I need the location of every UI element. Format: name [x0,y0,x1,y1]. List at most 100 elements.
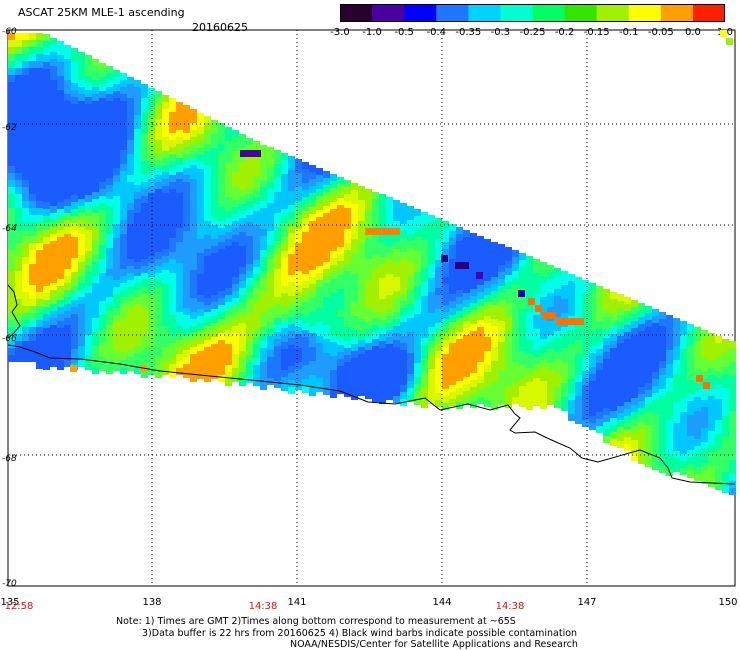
wind-cell [85,83,92,90]
wind-cell [533,280,540,287]
wind-cell [652,463,659,470]
wind-cell [169,322,176,329]
wind-cell [652,372,659,379]
wind-cell [351,239,358,246]
wind-cell [190,326,197,333]
wind-cell [218,249,225,256]
wind-cell [57,132,64,139]
wind-cell [288,359,295,366]
wind-cell [610,383,617,390]
wind-cell [365,343,372,350]
wind-cell [631,454,638,461]
wind-cell [547,286,554,293]
wind-cell [414,237,421,244]
wind-cell [113,147,120,154]
wind-cell [43,279,50,286]
wind-cell [120,227,127,234]
wind-cell [85,111,92,118]
wind-cell [302,197,309,204]
wind-cell [64,241,71,248]
wind-cell [218,263,225,270]
wind-cell [57,90,64,97]
wind-cell [358,368,365,375]
wind-cell [442,221,449,228]
wind-cell [36,96,43,103]
wind-cell [309,382,316,389]
wind-cell [169,105,176,112]
wind-cell [477,362,484,369]
wind-cell [652,316,659,323]
wind-cell [29,250,36,257]
wind-cell [316,182,323,189]
wind-cell [190,207,197,214]
wind-cell [603,429,610,436]
wind-cell [239,365,246,372]
wind-cell [246,341,253,348]
wind-cell [15,40,22,47]
wind-cell [449,385,456,392]
wind-cell [71,223,78,230]
wind-cell [309,235,316,242]
wind-cell [92,157,99,164]
wind-cell [295,222,302,229]
wind-cell [176,242,183,249]
wind-cell [484,372,491,379]
wind-cell [358,214,365,221]
wind-cell [589,346,596,353]
wind-cell [323,353,330,360]
wind-cell [15,278,22,285]
wind-cell [673,339,680,346]
wind-cell [113,175,120,182]
wind-cell [267,350,274,357]
colorbar-segment [692,4,725,22]
wind-cell [400,329,407,336]
wind-cell [512,257,519,264]
wind-cell [36,236,43,243]
wind-cell [393,242,400,249]
wind-cell [400,238,407,245]
wind-cell [197,190,204,197]
wind-cell [449,364,456,371]
wind-cell [113,301,120,308]
wind-cell [162,249,169,256]
wind-cell [211,274,218,281]
wind-cell [134,276,141,283]
wind-cell [372,346,379,353]
wind-cell [8,82,15,89]
wind-cell [323,227,330,234]
wind-cell [344,292,351,299]
wind-cell [120,297,127,304]
wind-cell [92,87,99,94]
wind-cell [85,272,92,279]
wind-cell [162,172,169,179]
wind-cell [190,312,197,319]
wind-cell [162,200,169,207]
wind-cell [225,190,232,197]
wind-cell [232,151,239,158]
wind-cell [323,220,330,227]
wind-cell [414,356,421,363]
wind-cell [78,227,85,234]
wind-cell [491,319,498,326]
wind-cell [372,311,379,318]
wind-cell [323,304,330,311]
wind-cell [29,334,36,341]
colorbar-segment [660,4,694,22]
wind-cell [435,218,442,225]
wind-cell [323,241,330,248]
wind-cell [211,204,218,211]
wind-cell [295,271,302,278]
wind-cell [673,346,680,353]
wind-cell [344,355,351,362]
wind-cell [435,344,442,351]
wind-cell [85,356,92,363]
wind-cell [78,360,85,367]
wind-cell [365,378,372,385]
wind-cell [589,367,596,374]
wind-cell [344,334,351,341]
wind-cell [449,294,456,301]
wind-cell [281,349,288,356]
wind-cell [617,427,624,434]
wind-cell [148,88,155,95]
wind-cell [575,354,582,361]
